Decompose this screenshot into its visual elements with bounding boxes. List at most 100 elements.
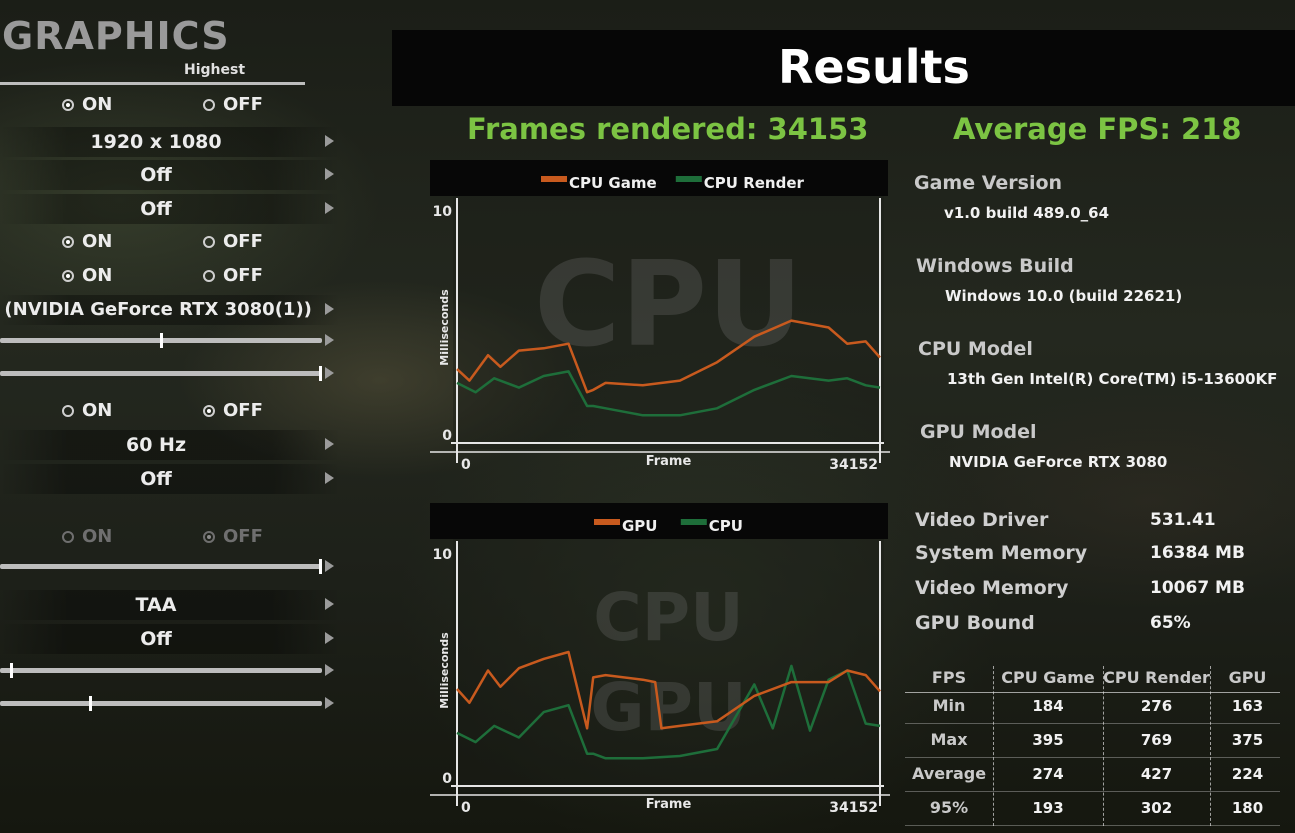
table-row-line [905,757,1280,758]
slider-thumb[interactable] [160,333,163,348]
plot-area [453,196,884,449]
off-label: OFF [223,400,263,421]
slider-thumb[interactable] [319,559,322,574]
on-radio-option[interactable]: ON [62,400,112,421]
slider-arrow-icon[interactable] [325,367,334,379]
table-cell: 180 [1231,799,1264,817]
setting-value: Off [140,198,172,220]
x-tick-label: 0 [461,457,471,473]
setting-slider[interactable] [0,333,322,348]
radio-icon[interactable] [62,236,74,248]
legend-swatch [675,176,702,182]
table-header: FPS [931,668,967,687]
next-arrow-icon[interactable] [325,632,334,644]
next-arrow-icon[interactable] [325,202,334,214]
off-radio-option[interactable]: OFF [203,231,263,252]
setting-value: 60 Hz [125,434,186,456]
slider-thumb[interactable] [10,663,13,678]
radio-icon[interactable] [62,99,74,111]
setting-value: Off [140,468,172,490]
on-radio-option[interactable]: ON [62,94,112,115]
slider-arrow-icon[interactable] [325,560,334,572]
legend-swatch [594,519,620,525]
setting-row[interactable]: ON OFF [0,90,340,120]
setting-slider[interactable] [0,559,322,574]
frames-rendered: Frames rendered: 34153 [467,112,869,146]
setting-slider[interactable] [0,366,322,381]
off-radio-option[interactable]: OFF [203,400,263,421]
setting-slider[interactable] [0,696,322,711]
radio-icon[interactable] [203,99,215,111]
slider-arrow-icon[interactable] [325,664,334,676]
slider-thumb[interactable] [319,366,322,381]
table-cell: 224 [1231,765,1264,783]
gpu-bound-value: 65% [1150,613,1191,633]
setting-row[interactable]: 1920 x 1080 [0,127,340,157]
video-memory-label: Video Memory [915,577,1069,599]
series-line-cpu-game [456,319,881,394]
radio-icon[interactable] [203,236,215,248]
average-fps: Average FPS: 218 [953,112,1242,146]
x-tick-label: 34152 [829,800,878,816]
gpu-model-value: NVIDIA GeForce RTX 3080 [949,453,1168,471]
cpu-frametime-chart: CPU CPU Game CPU Render 10 0 0 34152 Frame Milli… [420,160,898,482]
off-radio-option[interactable]: OFF [203,265,263,286]
setting-row[interactable]: ON OFF [0,522,340,552]
setting-value: l (NVIDIA GeForce RTX 3080(1)) [0,299,312,320]
video-driver-value: 531.41 [1150,510,1216,530]
radio-icon[interactable] [62,531,74,543]
radio-icon[interactable] [203,531,215,543]
next-arrow-icon[interactable] [325,438,334,450]
setting-row[interactable]: ON OFF [0,227,340,257]
table-cell: 302 [1140,799,1173,817]
setting-row[interactable]: ON OFF [0,261,340,291]
y-tick-label: 0 [442,771,452,787]
table-header: CPU Render [1103,668,1210,687]
slider-arrow-icon[interactable] [325,334,334,346]
next-arrow-icon[interactable] [325,135,334,147]
table-cell: 769 [1140,731,1173,749]
on-radio-option[interactable]: ON [62,526,112,547]
next-arrow-icon[interactable] [325,472,334,484]
setting-row[interactable]: ON OFF [0,396,340,426]
next-arrow-icon[interactable] [325,168,334,180]
next-arrow-icon[interactable] [325,598,334,610]
setting-row[interactable]: Off [0,464,340,494]
video-memory-value: 10067 MB [1150,578,1245,598]
legend-label: CPU Render [704,174,805,192]
table-column-divider [993,666,994,826]
chart-watermark: GPU [590,669,746,746]
table-row-label: Min [932,696,966,715]
setting-row[interactable]: TAA [0,590,340,620]
setting-row[interactable]: 60 Hz [0,430,340,460]
on-radio-option[interactable]: ON [62,231,112,252]
setting-row[interactable]: Off [0,194,340,224]
y-tick-label: 10 [433,547,453,563]
table-cell: 193 [1032,799,1064,817]
radio-icon[interactable] [62,405,74,417]
slider-arrow-icon[interactable] [325,697,334,709]
setting-row[interactable]: Off [0,624,340,654]
radio-icon[interactable] [62,270,74,282]
radio-icon[interactable] [203,270,215,282]
series-line-cpu [456,664,881,760]
legend-label: GPU [622,517,658,535]
legend-band [430,160,888,196]
table-row-line [905,723,1280,724]
preset-label[interactable]: Highest [184,62,246,78]
slider-thumb[interactable] [89,696,92,711]
y-tick-label: 0 [442,428,452,444]
on-label: ON [82,400,113,421]
radio-icon[interactable] [203,405,215,417]
table-cell: 395 [1032,731,1064,749]
table-row-label: 95% [929,798,969,817]
table-header: GPU [1228,668,1267,687]
setting-row[interactable]: Off [0,160,340,190]
next-arrow-icon[interactable] [325,303,334,315]
off-radio-option[interactable]: OFF [203,94,263,115]
table-row-label: Average [911,764,987,783]
setting-row[interactable]: l (NVIDIA GeForce RTX 3080(1)) [0,295,340,325]
setting-slider[interactable] [0,663,322,678]
on-radio-option[interactable]: ON [62,265,112,286]
off-radio-option[interactable]: OFF [203,526,263,547]
